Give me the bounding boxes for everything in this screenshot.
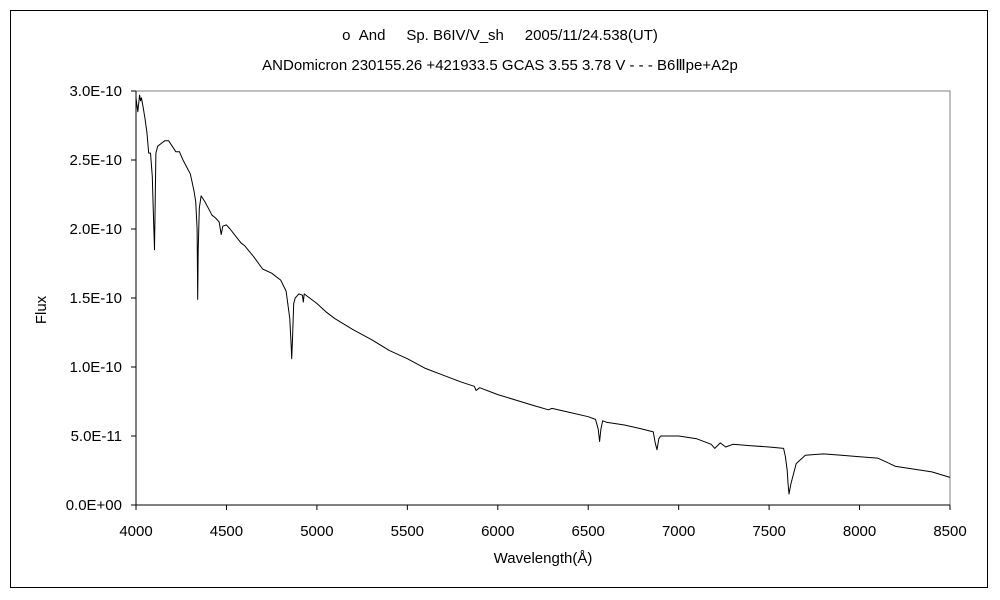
x-tick-label: 4000	[119, 523, 152, 540]
x-tick-label: 5000	[300, 523, 333, 540]
y-tick-label: 2.0E-10	[69, 221, 122, 238]
y-tick-label: 3.0E-10	[69, 83, 122, 100]
chart-subtitle: ANDomicron 230155.26 +421933.5 GCAS 3.55…	[262, 57, 738, 74]
chart-frame	[10, 10, 988, 588]
x-tick-label: 5500	[391, 523, 424, 540]
spectrum-line	[135, 94, 951, 495]
plot-area	[135, 90, 951, 506]
x-ticks: 4000 4500 5000 5500 6000 6500 7000 7500 8000 8500	[119, 505, 967, 540]
y-tick-label: 0.0E+00	[66, 497, 122, 514]
y-axis-label: Flux	[33, 295, 50, 324]
x-tick-label: 6500	[572, 523, 605, 540]
x-tick-label: 4500	[210, 523, 243, 540]
y-tick-label: 1.0E-10	[69, 359, 122, 376]
y-tick-label: 5.0E-11	[71, 428, 122, 445]
y-tick-label: 2.5E-10	[69, 152, 122, 169]
x-tick-label: 6000	[481, 523, 514, 540]
chart-title: ο And Sp. B6IV/V_sh 2005/11/24.538(UT)	[342, 27, 658, 44]
x-tick-label: 8500	[933, 523, 966, 540]
x-axis-label: Wavelength(Å)	[494, 550, 593, 567]
y-tick-label: 1.5E-10	[69, 290, 122, 307]
x-tick-label: 7500	[752, 523, 785, 540]
x-tick-label: 7000	[662, 523, 695, 540]
x-tick-label: 8000	[843, 523, 876, 540]
series-group	[135, 94, 951, 495]
y-ticks: 0.0E+00 5.0E-11 1.0E-10 1.5E-10 2.0E-10 2.5E-…	[66, 83, 136, 514]
